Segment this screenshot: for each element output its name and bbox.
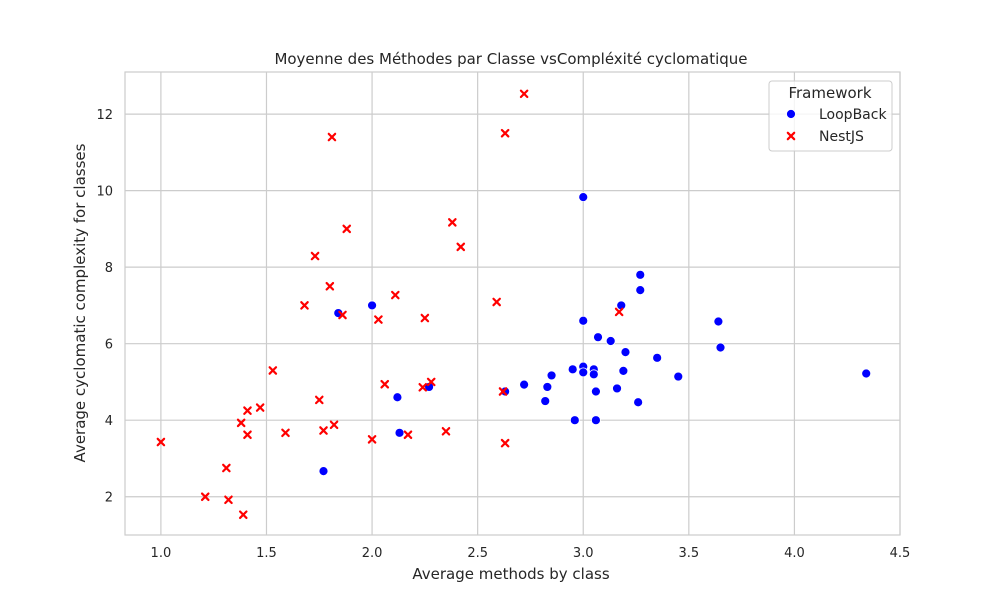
data-points — [156, 89, 872, 520]
loopback-point — [318, 466, 329, 476]
x-axis-ticks: 1.0 1.5 2.0 2.5 3.0 3.5 4.0 4.5 — [151, 546, 911, 561]
y-axis-ticks: 2 4 6 8 10 12 — [96, 108, 113, 506]
loopback-point — [569, 415, 580, 426]
nestjs-point — [329, 420, 339, 430]
nestjs-point — [314, 395, 324, 405]
legend-label-nestjs: NestJS — [819, 129, 864, 145]
nestjs-point — [255, 403, 265, 412]
nestjs-point — [281, 428, 290, 438]
x-tick-label: 4.0 — [784, 546, 805, 561]
loopback-point — [591, 415, 601, 426]
legend-marker-nestjs — [786, 131, 796, 141]
loopback-point — [612, 383, 622, 394]
loopback-point — [633, 397, 644, 408]
x-tick-label: 1.5 — [256, 546, 277, 561]
nestjs-point — [403, 430, 413, 440]
nestjs-point — [390, 290, 400, 300]
plot-area-frame — [124, 71, 901, 536]
nestjs-point — [156, 437, 166, 447]
nestjs-point — [338, 310, 347, 320]
nestjs-point — [448, 218, 457, 227]
loopback-point — [367, 300, 377, 311]
nestjs-point — [426, 377, 436, 387]
x-tick-label: 2.0 — [362, 546, 383, 561]
nestjs-point — [492, 297, 501, 307]
x-tick-label: 4.5 — [890, 546, 911, 561]
legend-label-loopback: LoopBack — [819, 107, 887, 123]
nestjs-point — [500, 438, 510, 448]
y-tick-label: 6 — [105, 338, 113, 353]
loopback-point — [673, 371, 684, 382]
loopback-point — [567, 364, 578, 375]
y-tick-label: 10 — [96, 185, 113, 200]
loopback-point — [635, 285, 646, 296]
loopback-point — [593, 332, 603, 343]
nestjs-point — [380, 379, 390, 389]
nestjs-point — [243, 406, 252, 415]
loopback-point — [546, 370, 557, 381]
loopback-point — [578, 367, 589, 378]
legend-marker-loopback — [786, 109, 796, 119]
loopback-point — [540, 396, 551, 406]
nestjs-point — [498, 387, 508, 396]
nestjs-point — [238, 510, 248, 520]
nestjs-point — [420, 313, 430, 323]
y-axis-label: Average cyclomatic complexity for classe… — [71, 143, 89, 462]
nestjs-point — [456, 242, 466, 252]
nestjs-point — [519, 89, 529, 99]
loopback-point — [635, 269, 646, 280]
loopback-point — [394, 427, 405, 438]
loopback-point — [605, 336, 616, 346]
x-tick-label: 3.5 — [678, 546, 699, 561]
nestjs-point — [367, 435, 377, 444]
loopback-point — [618, 365, 629, 376]
nestjs-point — [614, 307, 624, 317]
x-tick-label: 1.0 — [151, 546, 172, 561]
nestjs-point — [327, 132, 337, 142]
legend-title: Framework — [788, 84, 871, 102]
nestjs-point — [300, 301, 309, 310]
loopback-point — [500, 386, 511, 397]
loopback-point — [861, 368, 872, 379]
loopback-point — [333, 308, 344, 318]
nestjs-point — [243, 430, 252, 440]
nestjs-point — [441, 427, 451, 436]
chart-title: Moyenne des Méthodes par Classe vsComplé… — [274, 50, 747, 68]
nestjs-point — [342, 224, 352, 234]
nestjs-point — [268, 366, 278, 375]
nestjs-point — [325, 281, 335, 291]
y-tick-label: 8 — [105, 261, 113, 276]
loopback-point — [652, 352, 663, 363]
nestjs-point — [418, 382, 428, 392]
nestjs-point — [222, 463, 231, 473]
loopback-point — [519, 379, 530, 390]
loopback-point — [713, 316, 724, 327]
loopback-point — [542, 382, 553, 392]
loopback-point — [715, 342, 726, 353]
legend-box — [768, 80, 893, 152]
nestjs-point — [319, 426, 328, 435]
nestjs-point — [224, 495, 233, 505]
y-tick-label: 12 — [96, 108, 113, 123]
y-tick-label: 2 — [105, 491, 113, 506]
nestjs-point — [374, 315, 383, 324]
loopback-point — [578, 192, 589, 203]
x-tick-label: 2.5 — [467, 546, 488, 561]
loopback-point — [591, 386, 601, 397]
nestjs-point — [310, 251, 320, 261]
loopback-point — [392, 392, 403, 403]
legend: Framework LoopBack NestJS — [768, 80, 893, 152]
nestjs-point — [200, 492, 210, 502]
nestjs-point — [236, 418, 246, 428]
x-axis-label: Average methods by class — [412, 565, 609, 583]
loopback-point — [588, 369, 599, 380]
y-tick-label: 4 — [105, 414, 113, 429]
nestjs-point — [500, 128, 510, 138]
x-tick-label: 3.0 — [573, 546, 594, 561]
loopback-point — [620, 347, 631, 357]
legend-items: LoopBack NestJS — [786, 107, 887, 145]
loopback-point — [578, 315, 589, 326]
